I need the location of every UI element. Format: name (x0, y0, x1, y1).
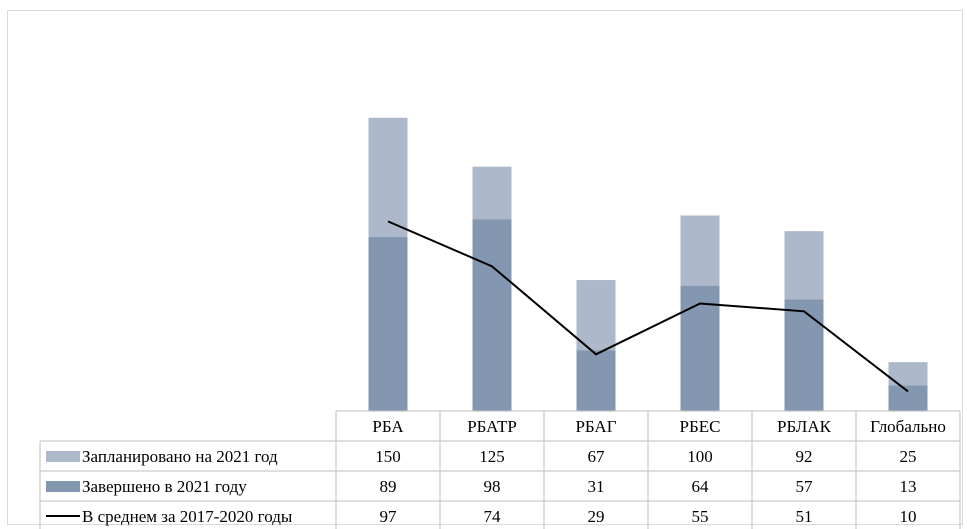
data-label-1-1: 98 (484, 477, 501, 496)
category-label-5: Глобально (870, 417, 946, 436)
legend-key-0 (46, 451, 80, 462)
data-label-2-1: 74 (484, 507, 502, 526)
data-label-1-4: 57 (796, 477, 814, 496)
data-label-2-2: 29 (588, 507, 605, 526)
data-label-0-1: 125 (479, 447, 505, 466)
series-name-1: Завершено в 2021 году (82, 477, 247, 496)
data-label-0-4: 92 (796, 447, 813, 466)
line-average (387, 220, 909, 393)
category-label-3: РБЕС (680, 417, 721, 436)
bar-completed-3 (680, 285, 720, 411)
data-label-2-0: 97 (380, 507, 398, 526)
chart-frame (7, 10, 963, 525)
data-label-1-3: 64 (692, 477, 710, 496)
legend-key-1 (46, 481, 80, 492)
bar-completed-1 (472, 219, 512, 411)
data-label-2-4: 51 (796, 507, 813, 526)
data-label-0-0: 150 (375, 447, 401, 466)
category-label-2: РБАГ (575, 417, 616, 436)
series-name-0: Запланировано на 2021 год (82, 447, 278, 466)
data-label-2-3: 55 (692, 507, 709, 526)
data-label-0-2: 67 (588, 447, 606, 466)
bar-completed-4 (784, 299, 824, 411)
data-label-1-2: 31 (588, 477, 605, 496)
series-name-2: В среднем за 2017-2020 годы (82, 507, 293, 526)
data-label-0-3: 100 (687, 447, 713, 466)
category-label-1: РБАТР (467, 417, 517, 436)
data-label-2-5: 10 (900, 507, 917, 526)
bar-completed-0 (368, 237, 408, 411)
category-label-0: РБА (372, 417, 404, 436)
data-label-1-0: 89 (380, 477, 397, 496)
category-label-4: РБЛАК (777, 417, 832, 436)
bar-completed-2 (576, 350, 616, 411)
data-label-0-5: 25 (900, 447, 917, 466)
data-label-1-5: 13 (900, 477, 917, 496)
bar-completed-5 (888, 385, 928, 411)
